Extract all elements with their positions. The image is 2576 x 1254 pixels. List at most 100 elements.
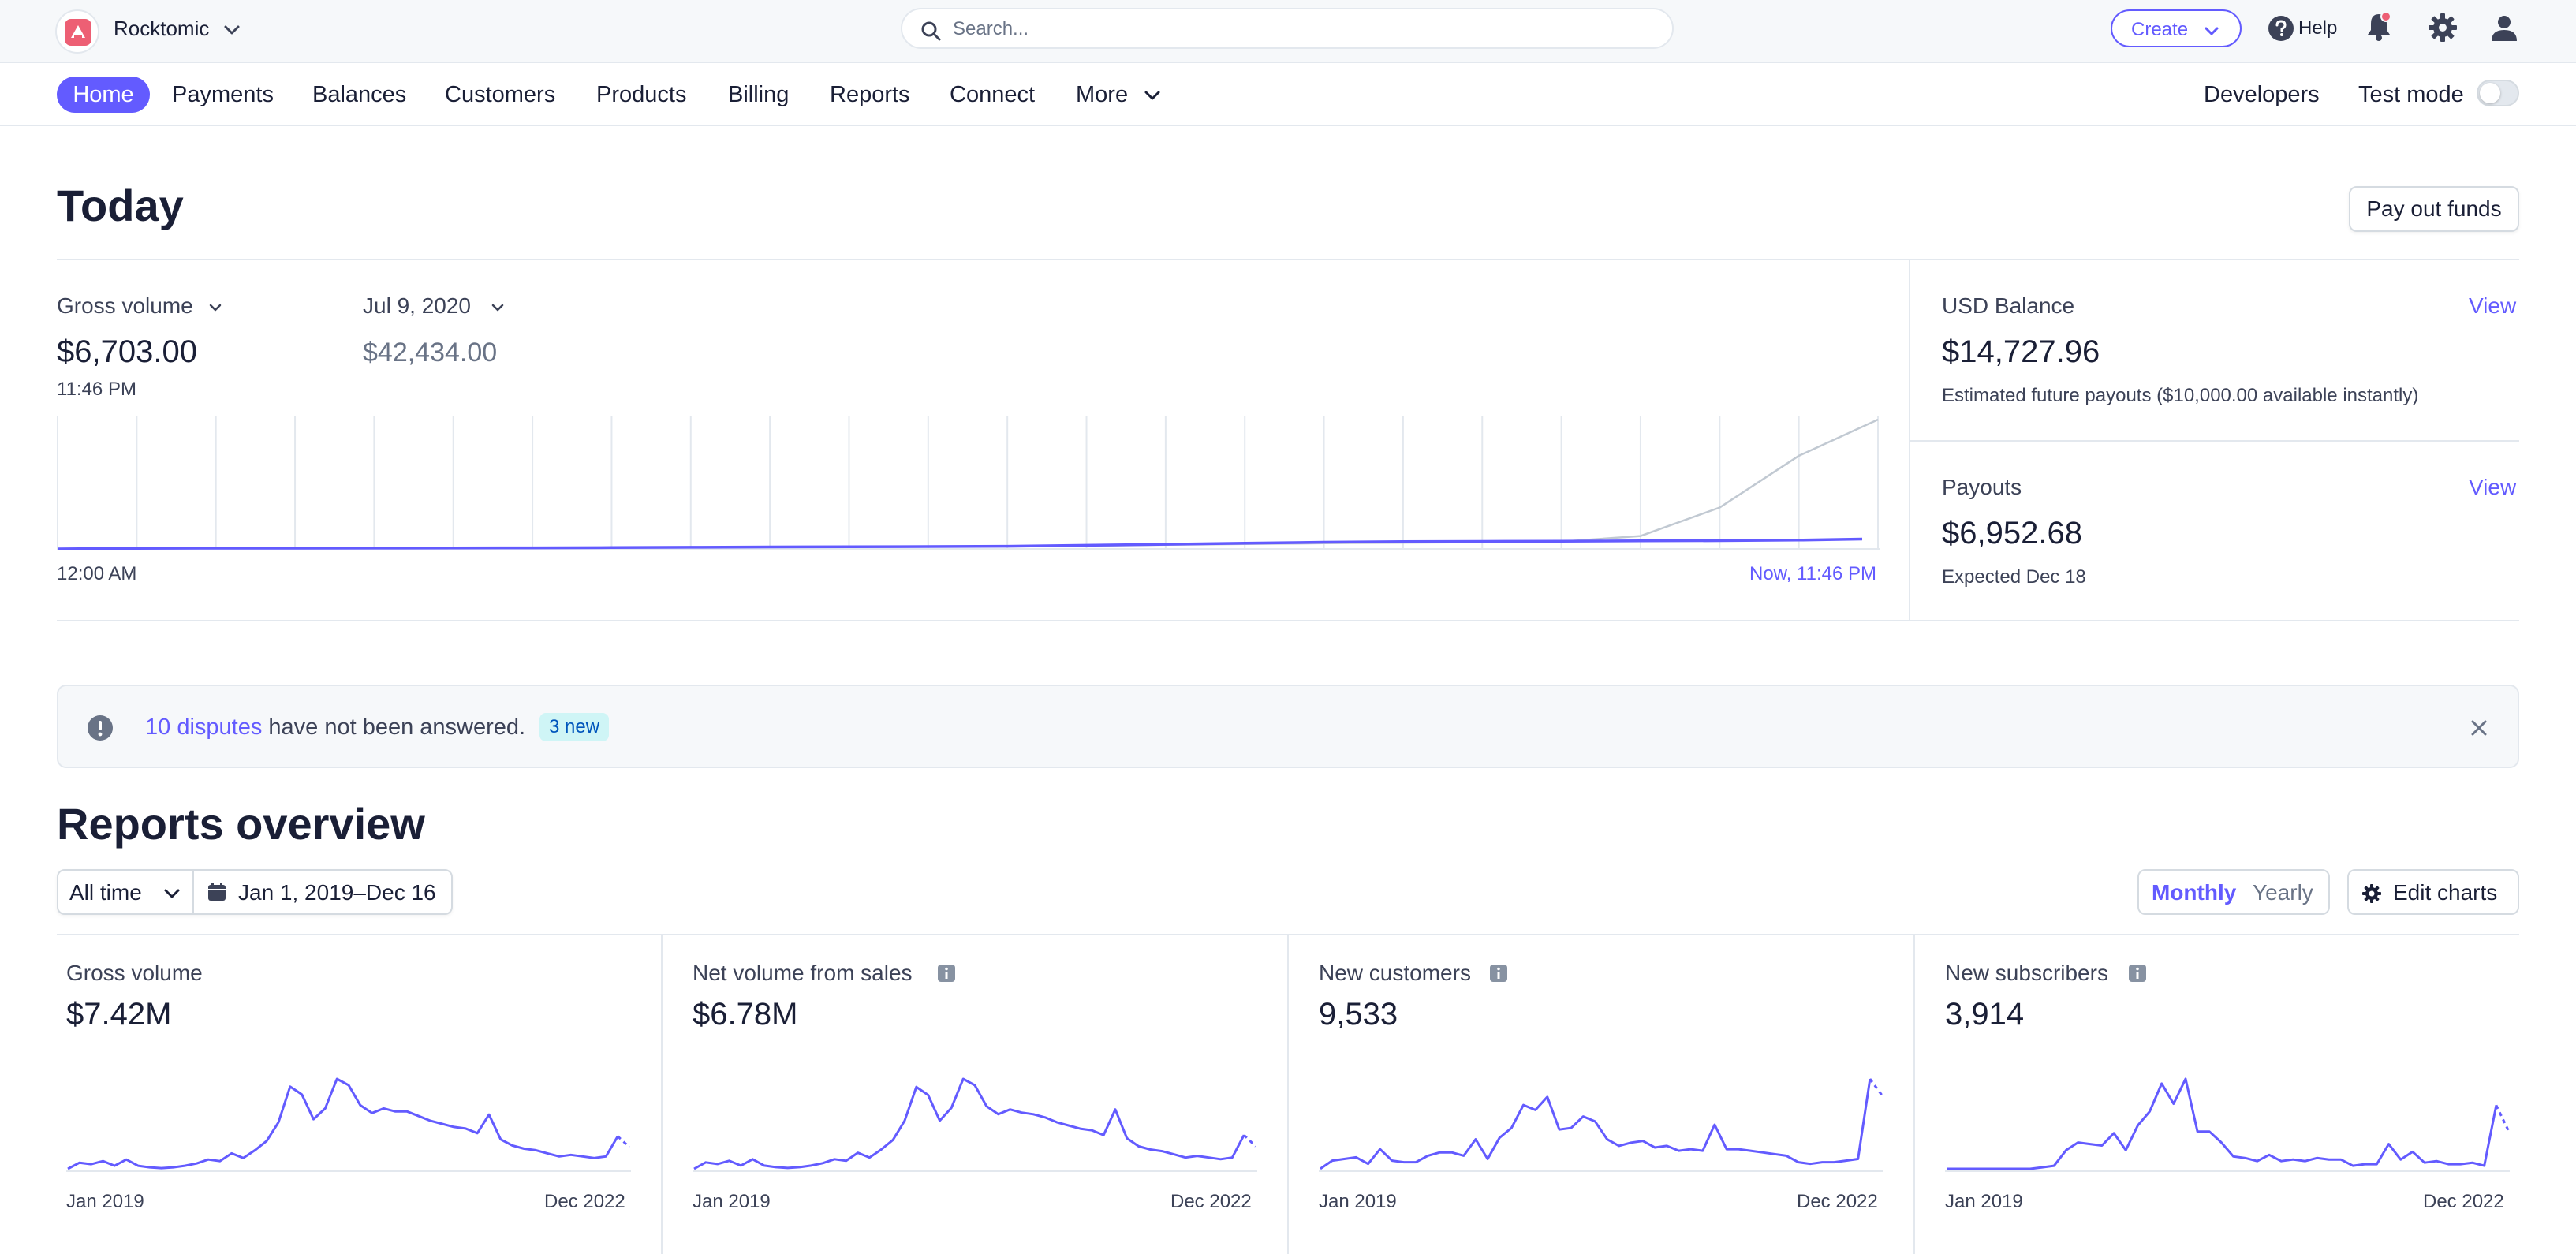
- today-title: Today: [57, 181, 184, 230]
- nav-item-customers[interactable]: Customers: [445, 82, 556, 107]
- rocket-logo-icon: [65, 19, 91, 46]
- info-icon[interactable]: [937, 964, 956, 983]
- chart-end-label: Now, 11:46 PM: [1749, 563, 1876, 584]
- new-subscribers-sparkline: [1945, 1077, 2510, 1172]
- report-card-end-label: Dec 2022: [544, 1191, 625, 1212]
- range-preset-select[interactable]: All time: [58, 871, 194, 913]
- report-card-start-label: Jan 2019: [1945, 1191, 2023, 1212]
- sparkline-series: [1320, 1078, 1872, 1170]
- compare-date-selector-label[interactable]: Jul 9, 2020: [363, 293, 471, 318]
- search-bar[interactable]: [901, 8, 1674, 49]
- report-card-net-volume[interactable]: Net volume from sales $6.78M Jan 2019 De…: [683, 934, 1309, 1254]
- report-card-label: New customers: [1319, 961, 1471, 985]
- nav-item-products[interactable]: Products: [596, 82, 687, 107]
- help-icon[interactable]: [2267, 14, 2295, 43]
- sparkline-series: [67, 1077, 619, 1170]
- divider: [661, 935, 663, 1254]
- date-range-picker[interactable]: Jan 1, 2019–Dec 16: [194, 871, 451, 913]
- usd-balance-note: Estimated future payouts ($10,000.00 ava…: [1942, 385, 2419, 406]
- gross-volume-value: $6,703.00: [57, 334, 197, 369]
- chevron-down-icon: [164, 889, 180, 898]
- report-card-value: $6.78M: [693, 997, 798, 1032]
- divider: [57, 259, 2519, 260]
- alert-icon: [88, 715, 113, 741]
- chevron-down-icon[interactable]: [207, 300, 224, 315]
- top-bar: Rocktomic Create Help: [0, 0, 2576, 63]
- sparkline-series: [693, 1077, 1245, 1170]
- date-range-filter: All time Jan 1, 2019–Dec 16: [57, 869, 453, 915]
- test-mode-toggle[interactable]: [2477, 80, 2519, 106]
- close-icon[interactable]: [2467, 716, 2491, 740]
- today-gross-volume-chart: [57, 416, 1880, 550]
- reports-overview-title: Reports overview: [57, 799, 425, 849]
- new-disputes-badge: 3 new: [539, 713, 610, 741]
- help-link[interactable]: Help: [2298, 17, 2338, 39]
- payouts-value: $6,952.68: [1942, 516, 2082, 550]
- interval-yearly[interactable]: Yearly: [2253, 880, 2313, 905]
- usd-balance-label: USD Balance: [1942, 293, 2075, 318]
- nav-item-payments[interactable]: Payments: [172, 82, 274, 107]
- report-card-start-label: Jan 2019: [1319, 1191, 1397, 1212]
- divider: [1287, 935, 1289, 1254]
- nav-item-balances[interactable]: Balances: [312, 82, 407, 107]
- account-name[interactable]: Rocktomic: [114, 17, 210, 40]
- interval-monthly[interactable]: Monthly: [2152, 880, 2237, 905]
- test-mode-label: Test mode: [2358, 82, 2464, 107]
- edit-charts-button[interactable]: Edit charts: [2347, 869, 2519, 915]
- disputes-link[interactable]: 10 disputes: [145, 715, 263, 740]
- divider: [1913, 935, 1915, 1254]
- new-customers-sparkline: [1319, 1078, 1883, 1172]
- disputes-text: have not been answered.: [268, 715, 526, 740]
- payouts-view-link[interactable]: View: [2469, 475, 2517, 499]
- gross-volume-sparkline: [66, 1077, 631, 1172]
- nav-item-reports[interactable]: Reports: [830, 82, 910, 107]
- report-card-gross-volume[interactable]: Gross volume $7.42M Jan 2019 Dec 2022: [57, 934, 683, 1254]
- create-button-label: Create: [2131, 19, 2189, 40]
- report-card-end-label: Dec 2022: [2423, 1191, 2504, 1212]
- sparkline-projection: [2495, 1104, 2510, 1131]
- chart-start-label: 12:00 AM: [57, 563, 137, 584]
- divider: [1909, 440, 2519, 442]
- account-logo[interactable]: [55, 9, 99, 54]
- report-card-end-label: Dec 2022: [1797, 1191, 1878, 1212]
- main-nav: Home Payments Balances Customers Product…: [0, 63, 2576, 126]
- chevron-down-icon[interactable]: [221, 19, 243, 41]
- usd-balance-view-link[interactable]: View: [2469, 293, 2517, 318]
- report-card-start-label: Jan 2019: [693, 1191, 771, 1212]
- compare-value: $42,434.00: [363, 338, 498, 368]
- divider: [57, 620, 2519, 621]
- search-input[interactable]: [953, 16, 1647, 43]
- settings-gear-icon[interactable]: [2428, 13, 2458, 43]
- chevron-down-icon: [2205, 27, 2219, 35]
- range-preset-label: All time: [69, 880, 142, 905]
- disputes-banner: 10 disputes have not been answered. 3 ne…: [57, 685, 2519, 768]
- info-icon[interactable]: [1489, 964, 1508, 983]
- report-card-label: Gross volume: [66, 961, 203, 985]
- gross-volume-selector-label[interactable]: Gross volume: [57, 293, 193, 318]
- chevron-down-icon[interactable]: [1142, 87, 1163, 106]
- pay-out-funds-button[interactable]: Pay out funds: [2349, 186, 2519, 232]
- report-card-end-label: Dec 2022: [1170, 1191, 1252, 1212]
- toggle-knob: [2480, 83, 2500, 103]
- report-card-new-customers[interactable]: New customers 9,533 Jan 2019 Dec 2022: [1309, 934, 1936, 1254]
- nav-item-billing[interactable]: Billing: [728, 82, 790, 107]
- nav-item-home[interactable]: Home: [57, 77, 150, 113]
- search-icon: [921, 21, 941, 41]
- compare-series-line: [57, 418, 1879, 550]
- user-account-icon[interactable]: [2489, 13, 2519, 43]
- payouts-label: Payouts: [1942, 475, 2022, 499]
- usd-balance-value: $14,727.96: [1942, 334, 2100, 369]
- nav-item-developers[interactable]: Developers: [2204, 82, 2320, 107]
- create-button[interactable]: Create: [2111, 9, 2242, 47]
- chevron-down-icon[interactable]: [489, 300, 506, 315]
- sparkline-series: [1947, 1077, 2498, 1170]
- nav-item-more[interactable]: More: [1076, 82, 1129, 107]
- sparkline-projection: [1869, 1078, 1883, 1096]
- report-card-label: New subscribers: [1945, 961, 2108, 985]
- info-icon[interactable]: [2128, 964, 2147, 983]
- report-card-label: Net volume from sales: [693, 961, 913, 985]
- report-card-new-subscribers[interactable]: New subscribers 3,914 Jan 2019 Dec 2022: [1936, 934, 2562, 1254]
- gear-icon: [2362, 884, 2381, 903]
- interval-toggle: Monthly Yearly: [2137, 869, 2330, 915]
- nav-item-connect[interactable]: Connect: [950, 82, 1036, 107]
